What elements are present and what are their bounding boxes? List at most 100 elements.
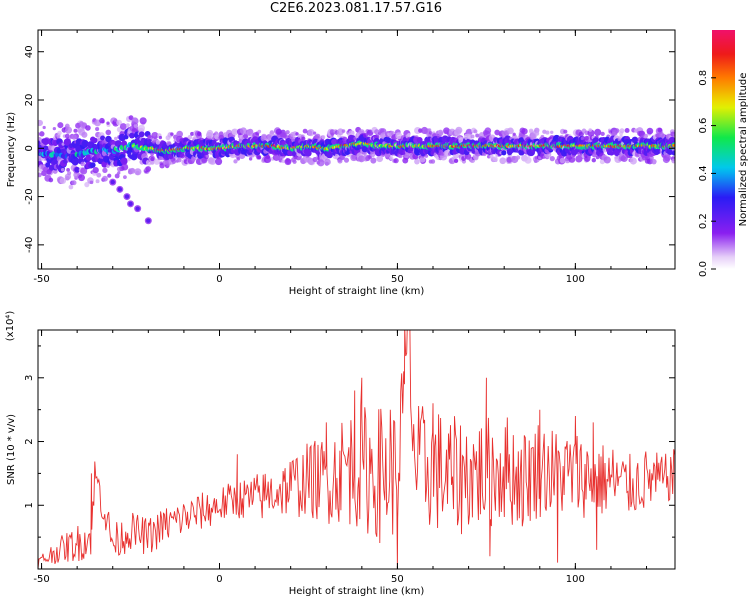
spectrogram-halo	[559, 157, 566, 164]
spectrogram-halo	[618, 134, 624, 139]
spectrogram-halo	[341, 129, 346, 133]
spectrogram-halo	[106, 164, 110, 168]
spectrogram-halo	[670, 131, 675, 137]
spectrogram-halo	[102, 167, 108, 174]
spectrogram-halo	[170, 132, 174, 136]
chart-title: C2E6.2023.081.17.57.G16	[269, 1, 443, 16]
spectrogram-halo	[473, 155, 479, 161]
spectrogram-halo	[284, 158, 292, 166]
spectrogram-band	[501, 150, 507, 156]
spectrogram-band	[326, 151, 333, 159]
spectrogram-halo	[455, 126, 463, 134]
spectrogram-halo	[620, 154, 628, 163]
spectrogram-halo	[131, 117, 139, 125]
spectrogram-halo	[60, 167, 65, 172]
spectrogram-halo	[524, 156, 532, 164]
spectrogram-halo	[95, 179, 100, 184]
spectrogram-halo	[152, 132, 157, 137]
spectrogram-halo	[393, 158, 399, 164]
snr-x-tick-label: 100	[566, 574, 585, 585]
snr-y-axis-label: SNR (10 * v/v)	[6, 414, 17, 485]
spectrogram-halo	[428, 131, 433, 135]
spectrogram-halo	[57, 130, 62, 136]
spectrogram-halo	[243, 133, 249, 139]
spectrogram-x-tick-label: 0	[216, 274, 222, 285]
spectrogram-halo	[117, 171, 121, 175]
spectrogram-band	[631, 136, 639, 144]
spectrogram-halo	[71, 180, 77, 186]
spectrogram-halo	[549, 155, 555, 162]
spectrogram-core	[672, 143, 675, 147]
spectrogram-halo	[145, 166, 152, 172]
spectrogram-halo	[479, 131, 484, 137]
spectrogram-halo	[470, 134, 475, 139]
spectrogram-halo	[92, 166, 99, 174]
snr-y-tick-label: 2	[24, 438, 35, 444]
spectrogram-halo	[331, 138, 338, 145]
spectrogram-halo	[257, 155, 262, 160]
spectrogram-halo	[197, 131, 202, 136]
spectrogram-halo	[59, 177, 67, 184]
spectrogram-halo	[301, 136, 306, 141]
spectrogram-halo	[134, 168, 142, 176]
spectrogram-halo	[205, 154, 209, 158]
spectrogram-halo	[170, 158, 175, 162]
spectrogram-plot-frame	[37, 29, 676, 270]
spectrogram-halo	[588, 128, 593, 132]
spectrogram-halo	[96, 172, 102, 178]
spectrogram-x-tick-label: 100	[566, 274, 585, 285]
spectrogram-band	[100, 135, 106, 141]
spectrogram-halo	[414, 158, 420, 165]
snr-x-axis-label: Height of straight line (km)	[289, 586, 425, 597]
spectrogram-halo	[419, 156, 426, 163]
spectrogram-x-axis-label: Height of straight line (km)	[289, 286, 425, 297]
spectrogram-halo	[643, 133, 649, 139]
spectrogram-halo	[307, 129, 315, 137]
spectrogram-halo	[275, 128, 282, 135]
spectrogram-halo	[629, 157, 637, 165]
spectrogram-halo	[376, 155, 384, 163]
spectrogram-band	[416, 137, 423, 143]
spectrogram-halo	[489, 154, 494, 159]
spectrogram-halo	[80, 161, 86, 167]
spectrogram-y-axis-label: Frequency (Hz)	[6, 112, 17, 188]
spectrogram-band	[105, 135, 112, 143]
spectrogram-halo	[133, 123, 138, 128]
spectrogram-halo	[395, 132, 403, 140]
spectrogram-halo	[64, 126, 73, 134]
spectrogram-halo	[48, 177, 54, 183]
spectrogram-halo	[285, 130, 290, 135]
spectrogram-halo	[265, 154, 271, 160]
spectrogram-halo	[321, 135, 326, 140]
spectrogram-spur	[146, 218, 151, 223]
spectrogram-halo	[56, 134, 61, 139]
spectrogram-halo	[594, 128, 602, 136]
spectrogram-halo	[95, 126, 100, 132]
spectrogram-band	[42, 138, 50, 145]
spectrogram-halo	[448, 158, 453, 164]
spectrogram-halo	[38, 131, 40, 138]
spectrogram-halo	[663, 154, 671, 162]
spectrogram-halo	[114, 136, 118, 141]
spectrogram-halo	[473, 129, 478, 134]
spectrogram-halo	[233, 159, 238, 164]
spectrogram-halo	[499, 157, 507, 165]
spectrogram-y-tick-label: 40	[24, 45, 35, 58]
spectrogram-halo	[402, 157, 409, 164]
spectrogram-halo	[484, 127, 492, 135]
spectrogram-halo	[638, 130, 646, 138]
spectrogram-halo	[113, 118, 118, 122]
spectrogram-band	[129, 132, 135, 139]
spectrogram-halo	[600, 131, 605, 137]
spectrogram-halo	[424, 154, 429, 158]
spectrogram-halo	[350, 153, 358, 162]
spectrogram-halo	[66, 167, 70, 172]
colorbar-label: Normalized spectral amplitude	[738, 73, 749, 227]
spectrogram-halo	[314, 133, 321, 140]
spectrogram-halo	[126, 157, 131, 162]
spectrogram-halo	[155, 139, 161, 145]
spectrogram-halo	[38, 119, 43, 127]
spectrogram-halo	[64, 133, 70, 139]
snr-plot-frame	[37, 329, 676, 570]
